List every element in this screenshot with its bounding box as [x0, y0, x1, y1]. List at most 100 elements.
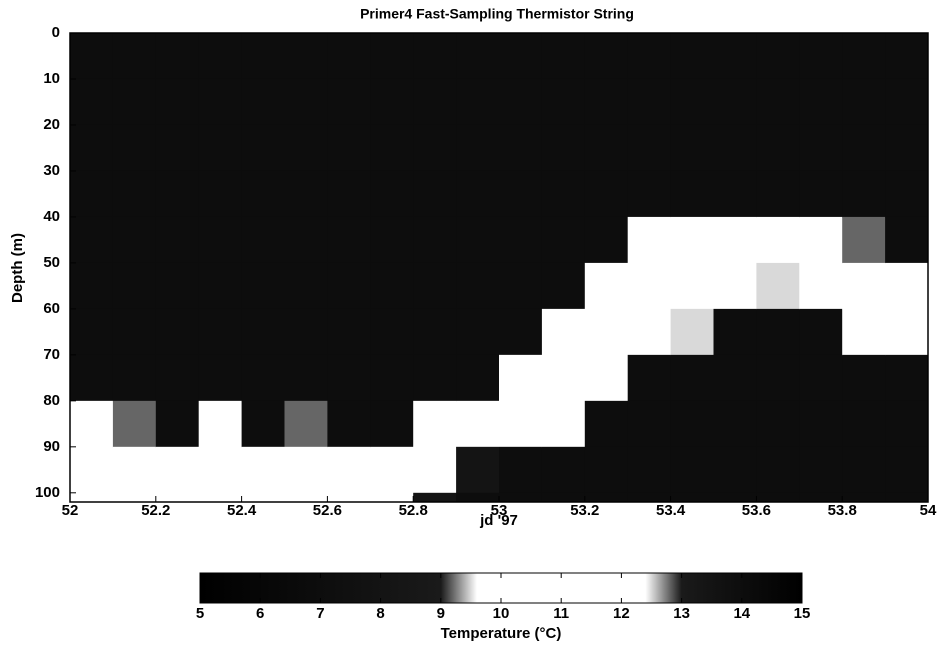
heatmap-cell [241, 400, 285, 448]
heatmap-cell [70, 170, 114, 218]
colorbar-tick-label: 12 [613, 605, 630, 622]
heatmap-cell [413, 78, 457, 126]
heatmap-cell [670, 492, 714, 503]
heatmap-cell [70, 446, 114, 494]
heatmap-cell [456, 400, 500, 448]
heatmap-cell [842, 262, 886, 310]
heatmap-cell [541, 262, 586, 310]
heatmap-cell [541, 216, 586, 264]
heatmap-cell [756, 308, 800, 356]
heatmap-cell [70, 216, 114, 264]
heatmap-cell [155, 262, 200, 310]
heatmap-cell [842, 33, 886, 80]
heatmap-cell [713, 354, 757, 402]
heatmap-cell [799, 400, 843, 448]
heatmap-cell [327, 446, 371, 494]
heatmap-cell [713, 308, 757, 356]
heatmap-cell [198, 33, 243, 80]
heatmap-cell [756, 78, 800, 126]
heatmap-cell [885, 216, 929, 264]
heatmap-cell [541, 446, 586, 494]
heatmap-cell [456, 354, 500, 402]
heatmap-cell [627, 170, 672, 218]
x-tick-label: 53.2 [570, 502, 599, 519]
heatmap-cell [284, 308, 328, 356]
heatmap-cell [799, 33, 843, 80]
heatmap-cell [756, 446, 800, 494]
y-tick-label: 20 [43, 116, 60, 133]
heatmap-cell [713, 400, 757, 448]
heatmap-cell [327, 308, 371, 356]
heatmap-cell [627, 216, 672, 264]
heatmap-cell [456, 446, 500, 494]
heatmap-cell [112, 354, 157, 402]
heatmap-cell [713, 262, 757, 310]
heatmap-cell [241, 492, 285, 503]
heatmap-cell [584, 308, 629, 356]
heatmap-cell [756, 354, 800, 402]
heatmap-cell [327, 400, 371, 448]
colorbar-tick-label: 5 [196, 605, 204, 622]
heatmap-cell [842, 78, 886, 126]
heatmap-cell [670, 170, 714, 218]
heatmap-cell [327, 492, 371, 503]
heatmap-cell [584, 124, 629, 172]
x-tick-label: 53.4 [656, 502, 686, 519]
heatmap-cell [670, 33, 714, 80]
heatmap-cell [756, 33, 800, 80]
heatmap-cell [541, 78, 586, 126]
heatmap-cell [370, 492, 414, 503]
heatmap-cell [327, 354, 371, 402]
heatmap-cell [627, 446, 672, 494]
heatmap-cell [541, 308, 586, 356]
colorbar-tick-label: 6 [256, 605, 264, 622]
heatmap-cell [112, 124, 157, 172]
heatmap-cell [241, 33, 285, 80]
chart-title: Primer4 Fast-Sampling Thermistor String [360, 6, 634, 22]
y-tick-label: 60 [43, 300, 60, 317]
heatmap-cell [284, 446, 328, 494]
heatmap-cell [112, 216, 157, 264]
heatmap-cell [842, 216, 886, 264]
heatmap-cell [885, 492, 929, 503]
heatmap-cell [670, 262, 714, 310]
heatmap-cell [799, 262, 843, 310]
heatmap-cell [713, 124, 757, 172]
heatmap-cell [413, 216, 457, 264]
heatmap-cell [499, 400, 543, 448]
heatmap-cell [713, 170, 757, 218]
heatmap-cell [627, 78, 672, 126]
heatmap-cell [413, 33, 457, 80]
heatmap-cell [112, 400, 157, 448]
heatmap-cell [198, 446, 243, 494]
colorbar-tick-label: 8 [376, 605, 384, 622]
heatmap-cell [627, 308, 672, 356]
heatmap-cell [241, 354, 285, 402]
heatmap-cell [885, 400, 929, 448]
heatmap-cell [241, 446, 285, 494]
heatmap-cell [885, 446, 929, 494]
heatmap-cell [70, 124, 114, 172]
y-tick-label: 100 [35, 484, 60, 501]
heatmap-cell [584, 492, 629, 503]
heatmap-cell [413, 400, 457, 448]
heatmap-cell [413, 492, 457, 503]
heatmap-cell [499, 124, 543, 172]
heatmap-cell [670, 446, 714, 494]
heatmap-cell [584, 78, 629, 126]
x-tick-label: 52 [62, 502, 79, 519]
heatmap-cell [198, 308, 243, 356]
heatmap-cell [284, 354, 328, 402]
heatmap-cell [885, 124, 929, 172]
heatmap-cell [155, 400, 200, 448]
heatmap-cell [112, 170, 157, 218]
heatmap-cell [284, 400, 328, 448]
heatmap-cell [456, 78, 500, 126]
heatmap-cell [370, 170, 414, 218]
x-tick-label: 53 [491, 502, 508, 519]
x-tick-label: 52.8 [399, 502, 428, 519]
heatmap-cell [541, 170, 586, 218]
heatmap-cell [499, 216, 543, 264]
heatmap-cell [670, 78, 714, 126]
heatmap-cell [241, 78, 285, 126]
